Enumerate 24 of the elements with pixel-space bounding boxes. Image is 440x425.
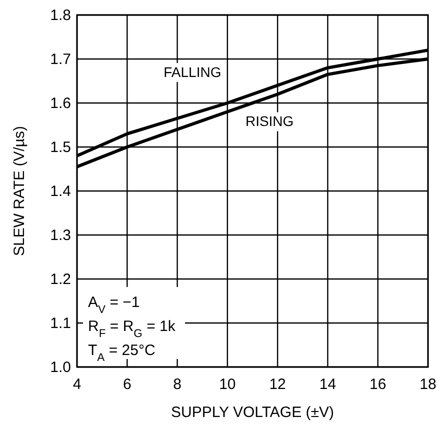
y-axis-title: SLEW RATE (V/µs) xyxy=(11,126,28,256)
series-label: FALLING xyxy=(164,64,222,80)
x-tick-label: 6 xyxy=(122,376,132,393)
y-tick-label: 1.4 xyxy=(50,183,71,200)
annotation: T$_{A}$ = 25°C xyxy=(88,342,156,364)
annotation: R$_{F}$ = R$_{G}$ = 1k xyxy=(88,318,176,340)
x-tick-label: 14 xyxy=(319,376,336,393)
x-tick-label: 16 xyxy=(370,376,386,393)
y-tick-label: 1.6 xyxy=(50,95,71,112)
y-tick-label: 1.1 xyxy=(50,315,71,332)
y-tick-label: 1.2 xyxy=(50,271,71,288)
y-tick-label: 1.5 xyxy=(50,139,71,156)
x-tick-label: 4 xyxy=(72,376,82,393)
x-axis-title: SUPPLY VOLTAGE (±V) xyxy=(170,404,334,421)
series-label: RISING xyxy=(245,113,294,130)
x-tick-label: 8 xyxy=(173,376,182,393)
y-tick-label: 1.0 xyxy=(50,359,71,376)
y-tick-label: 1.7 xyxy=(50,51,71,68)
annotation: A$_{V}$ = −1 xyxy=(88,294,140,316)
x-tick-label: 18 xyxy=(420,376,436,393)
x-tick-label: 10 xyxy=(219,376,236,393)
x-tick-label: 12 xyxy=(269,376,286,393)
y-tick-label: 1.3 xyxy=(50,227,71,244)
y-tick-label: 1.8 xyxy=(50,7,71,24)
